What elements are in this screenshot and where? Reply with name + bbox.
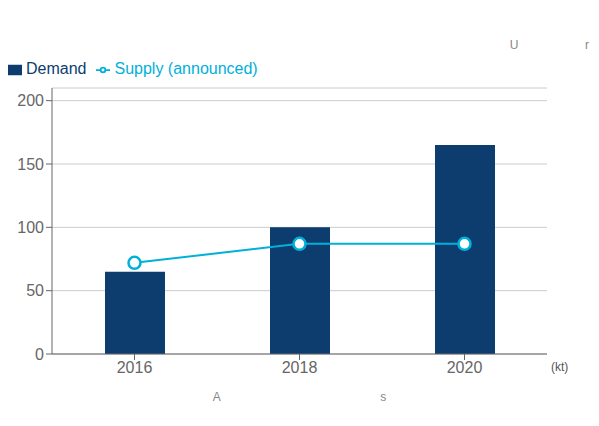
svg-text:50: 50 <box>26 282 44 299</box>
svg-text:2018: 2018 <box>282 359 318 376</box>
svg-text:2016: 2016 <box>117 359 153 376</box>
svg-text:2020: 2020 <box>447 359 483 376</box>
svg-text:150: 150 <box>17 156 44 173</box>
html-text:A s: A s <box>212 390 387 404</box>
svg-text:100: 100 <box>17 219 44 236</box>
html-text:U r: U r <box>509 38 589 52</box>
html-text:(kt): (kt) <box>551 360 569 374</box>
html-text:Demand: Demand <box>26 60 87 77</box>
html-text:Supply (announced): Supply (announced) <box>114 60 258 77</box>
svg-text:0: 0 <box>35 346 44 363</box>
svg-text:200: 200 <box>17 92 44 109</box>
